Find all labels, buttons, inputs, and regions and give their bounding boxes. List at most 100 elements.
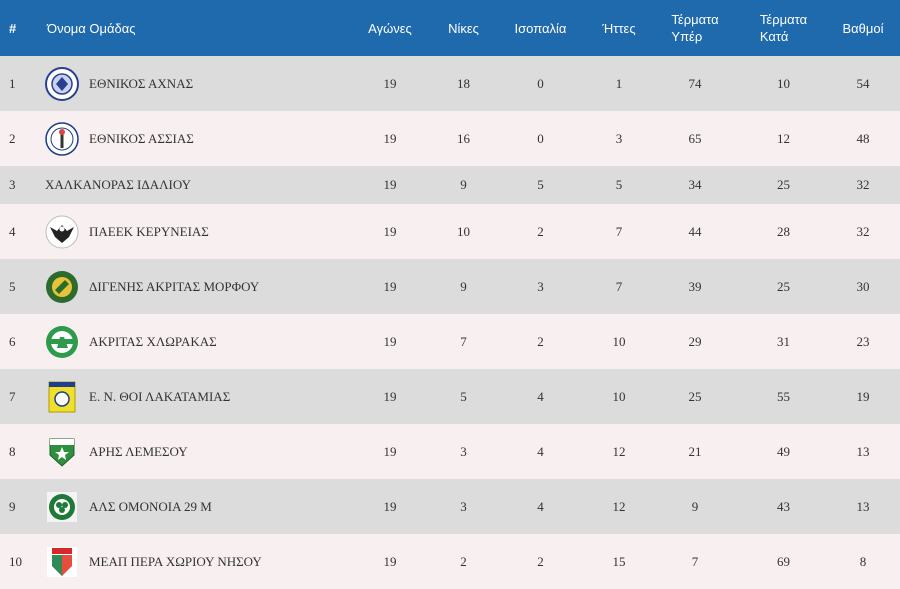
row-points: 19 [856, 388, 870, 404]
row-draws: 0 [537, 75, 544, 91]
row-position: 3 [9, 177, 16, 192]
row-position: 5 [9, 278, 16, 294]
row-points: 54 [856, 75, 870, 91]
table-row[interactable]: 6 ΑΚΡΙΤΑΣ ΧΛΩΡΑΚΑΣ 19 7 2 10 29 31 23 [0, 314, 900, 369]
team-name[interactable]: ΧΑΛΚΑΝΟΡΑΣ ΙΔΑΛΙΟΥ [45, 177, 191, 192]
ethnikos-assias-crest-icon [45, 121, 79, 156]
table-row[interactable]: 2 ΕΘΝΙΚΟΣ ΑΣΣΙΑΣ 19 16 0 3 65 12 48 [0, 111, 900, 166]
row-draws: 4 [537, 388, 544, 404]
row-position: 6 [9, 333, 16, 349]
table-row[interactable]: 5 ΔΙΓΕΝΗΣ ΑΚΡΙΤΑΣ ΜΟΡΦΟΥ 19 9 3 7 39 25 … [0, 259, 900, 314]
table-row[interactable]: 4 ΠΑΕΕΚ ΚΕΡΥΝΕΙΑΣ 19 10 2 7 44 28 32 [0, 204, 900, 259]
table-body: 1 ΕΘΝΙΚΟΣ ΑΧΝΑΣ 19 18 0 1 74 10 54 2 ΕΘΝ… [0, 56, 900, 589]
row-team[interactable]: ΠΑΕΕΚ ΚΕΡΥΝΕΙΑΣ [45, 204, 345, 259]
row-position: 7 [9, 388, 16, 404]
row-wins: 16 [457, 130, 470, 146]
row-team[interactable]: ΕΘΝΙΚΟΣ ΑΣΣΙΑΣ [45, 111, 345, 166]
row-draws: 0 [537, 130, 544, 146]
team-name[interactable]: ΑΚΡΙΤΑΣ ΧΛΩΡΑΚΑΣ [89, 333, 217, 349]
table-header: # Όνομα Ομάδας Αγώνες Νίκες Ισοπαλία Ήττ… [0, 0, 900, 56]
row-wins: 9 [460, 278, 467, 294]
row-losses: 7 [615, 223, 623, 239]
header-goals-for-line1: Τέρματα [671, 12, 719, 27]
table-row[interactable]: 7 Ε. Ν. ΘΟΙ ΛΑΚΑΤΑΜΙΑΣ 19 5 4 10 25 55 1… [0, 369, 900, 424]
row-points: 30 [856, 278, 870, 294]
row-goals-against: 10 [777, 75, 790, 91]
team-name[interactable]: ΜΕΑΠ ΠΕΡΑ ΧΩΡΙΟΥ ΝΗΣΟΥ [89, 553, 262, 569]
row-played: 19 [383, 223, 397, 239]
row-position: 10 [9, 553, 22, 569]
row-goals-against: 31 [777, 333, 790, 349]
row-draws: 4 [537, 443, 544, 459]
table-row[interactable]: 10 ΜΕΑΠ ΠΕΡΑ ΧΩΡΙΟΥ ΝΗΣΟΥ 19 2 2 15 7 69… [0, 534, 900, 589]
header-goals-for-line2: Υπέρ [671, 29, 703, 44]
row-goals-for: 9 [691, 498, 699, 514]
table-row[interactable]: 1 ΕΘΝΙΚΟΣ ΑΧΝΑΣ 19 18 0 1 74 10 54 [0, 56, 900, 111]
row-team[interactable]: ΑΡΗΣ ΛΕΜΕΣΟΥ [45, 424, 345, 479]
row-wins: 3 [460, 498, 467, 514]
team-name[interactable]: ΠΑΕΕΚ ΚΕΡΥΝΕΙΑΣ [89, 223, 209, 239]
header-played: Αγώνες [368, 20, 412, 36]
row-points: 32 [856, 177, 870, 192]
row-points: 32 [856, 223, 870, 239]
row-goals-for: 7 [691, 553, 699, 569]
thoi-lakatamias-crest-icon [45, 380, 79, 414]
row-draws: 3 [537, 278, 544, 294]
team-name[interactable]: ΑΡΗΣ ΛΕΜΕΣΟΥ [89, 443, 188, 459]
als-omonia-crest-icon [45, 490, 79, 524]
row-team[interactable]: ΑΛΣ ΟΜΟΝΟΙΑ 29 Μ [45, 479, 345, 534]
row-losses: 10 [612, 388, 626, 404]
row-team[interactable]: ΧΑΛΚΑΝΟΡΑΣ ΙΔΑΛΙΟΥ [45, 166, 345, 204]
row-goals-against: 25 [777, 278, 790, 294]
row-goals-for: 29 [688, 333, 702, 349]
row-goals-for: 65 [688, 130, 702, 146]
header-draws: Ισοπαλία [514, 20, 567, 36]
row-team[interactable]: ΑΚΡΙΤΑΣ ΧΛΩΡΑΚΑΣ [45, 314, 345, 369]
table-row[interactable]: 9 ΑΛΣ ΟΜΟΝΟΙΑ 29 Μ 19 3 4 12 9 43 13 [0, 479, 900, 534]
row-position: 2 [9, 130, 16, 146]
row-draws: 2 [537, 223, 544, 239]
row-team[interactable]: ΜΕΑΠ ΠΕΡΑ ΧΩΡΙΟΥ ΝΗΣΟΥ [45, 534, 345, 589]
row-played: 19 [383, 177, 397, 192]
row-losses: 5 [615, 177, 623, 192]
team-name[interactable]: Ε. Ν. ΘΟΙ ΛΑΚΑΤΑΜΙΑΣ [89, 388, 231, 404]
row-played: 19 [383, 553, 397, 569]
header-goals-against: Τέρματα Κατά [741, 0, 826, 56]
paeek-eagle-crest-icon [45, 215, 79, 249]
row-position: 1 [9, 75, 16, 91]
header-team-name: Όνομα Ομάδας [47, 20, 136, 36]
row-played: 19 [383, 75, 397, 91]
row-played: 19 [383, 388, 397, 404]
header-position: # [9, 20, 17, 36]
row-team[interactable]: Ε. Ν. ΘΟΙ ΛΑΚΑΤΑΜΙΑΣ [45, 369, 345, 424]
row-losses: 10 [612, 333, 626, 349]
row-goals-against: 28 [777, 223, 790, 239]
row-goals-against: 69 [777, 553, 790, 569]
header-goals-against-line1: Τέρματα [759, 12, 808, 27]
row-draws: 2 [537, 333, 544, 349]
row-wins: 2 [460, 553, 467, 569]
row-played: 19 [383, 498, 397, 514]
row-losses: 7 [615, 278, 623, 294]
digenis-morfou-crest-icon [45, 270, 79, 304]
ethnikos-achnas-crest-icon [45, 66, 79, 101]
row-team[interactable]: ΔΙΓΕΝΗΣ ΑΚΡΙΤΑΣ ΜΟΡΦΟΥ [45, 259, 345, 314]
table-row[interactable]: 3 ΧΑΛΚΑΝΟΡΑΣ ΙΔΑΛΙΟΥ 19 9 5 5 34 25 32 [0, 166, 900, 204]
header-goals-against-line2: Κατά [759, 29, 789, 44]
team-name[interactable]: ΑΛΣ ΟΜΟΝΟΙΑ 29 Μ [89, 498, 212, 514]
row-played: 19 [383, 278, 397, 294]
header-goals-for: Τέρματα Υπέρ [649, 0, 741, 56]
row-losses: 12 [612, 443, 626, 459]
row-team[interactable]: ΕΘΝΙΚΟΣ ΑΧΝΑΣ [45, 56, 345, 111]
team-name[interactable]: ΔΙΓΕΝΗΣ ΑΚΡΙΤΑΣ ΜΟΡΦΟΥ [89, 278, 260, 294]
row-goals-against: 55 [777, 388, 790, 404]
row-wins: 18 [457, 75, 470, 91]
row-wins: 10 [457, 223, 470, 239]
team-name[interactable]: ΕΘΝΙΚΟΣ ΑΧΝΑΣ [89, 75, 194, 91]
team-name[interactable]: ΕΘΝΙΚΟΣ ΑΣΣΙΑΣ [89, 130, 194, 146]
row-played: 19 [383, 443, 397, 459]
row-position: 8 [9, 443, 16, 459]
row-goals-for: 25 [688, 388, 702, 404]
table-row[interactable]: 8 ΑΡΗΣ ΛΕΜΕΣΟΥ 19 3 4 12 21 49 13 [0, 424, 900, 479]
